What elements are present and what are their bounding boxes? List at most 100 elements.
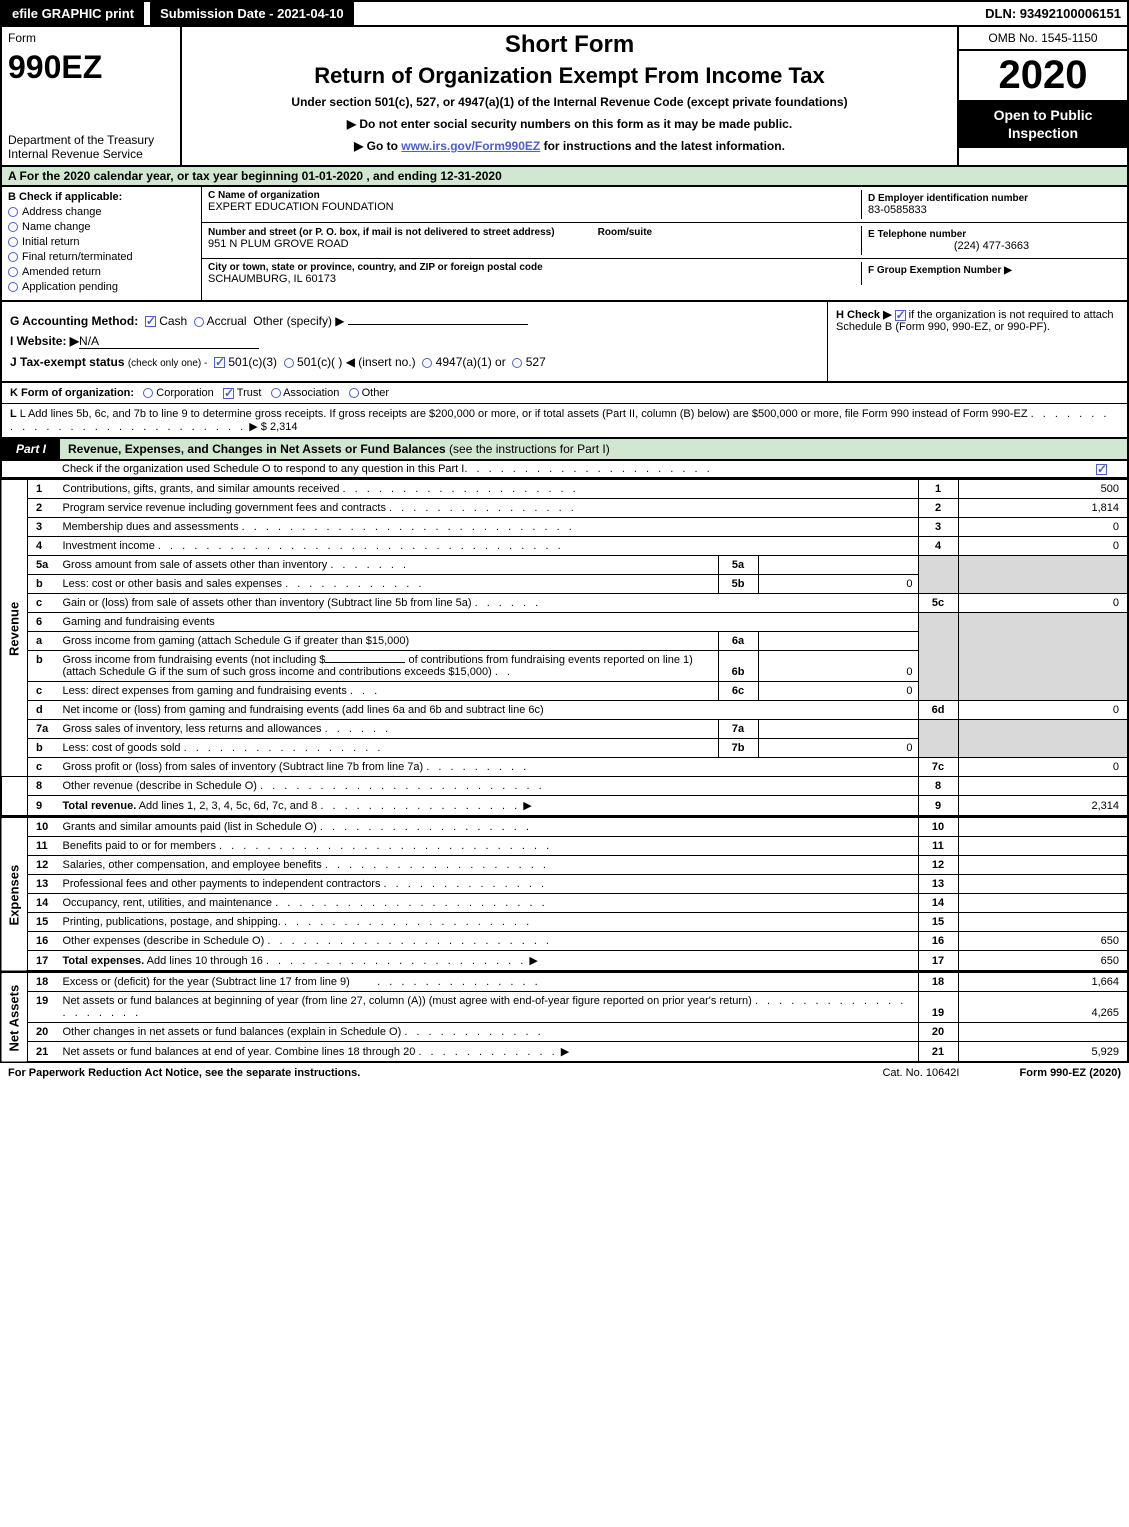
omb-number: OMB No. 1545-1150 xyxy=(959,27,1127,51)
city-state-zip: SCHAUMBURG, IL 60173 xyxy=(208,273,861,285)
checkbox-cash[interactable] xyxy=(145,316,156,327)
checkbox-4947[interactable] xyxy=(422,358,432,368)
line-num: 15 xyxy=(28,913,58,932)
checkbox-corp[interactable] xyxy=(143,388,153,398)
b-item-0: Address change xyxy=(22,206,102,218)
line-desc: Less: cost of goods sold xyxy=(63,742,181,754)
line-val: 0 xyxy=(958,537,1128,556)
table-row: 20 Other changes in net assets or fund b… xyxy=(1,1023,1128,1042)
efile-button[interactable]: efile GRAPHIC print xyxy=(2,2,144,25)
checkbox-501c[interactable] xyxy=(284,358,294,368)
checkbox-assoc[interactable] xyxy=(271,388,281,398)
line-ref: 4 xyxy=(918,537,958,556)
ein: 83-0585833 xyxy=(868,204,1115,216)
row-h: H Check ▶ if the organization is not req… xyxy=(827,302,1127,381)
line-val: 0 xyxy=(958,701,1128,720)
table-row: c Gross profit or (loss) from sales of i… xyxy=(1,758,1128,777)
addr-label: Number and street (or P. O. box, if mail… xyxy=(208,227,555,238)
table-row: 8 Other revenue (describe in Schedule O)… xyxy=(1,777,1128,796)
checkbox-trust[interactable] xyxy=(223,388,234,399)
irs-link[interactable]: www.irs.gov/Form990EZ xyxy=(401,139,540,153)
line-desc: Occupancy, rent, utilities, and maintena… xyxy=(63,897,273,909)
line-desc: Investment income xyxy=(63,540,155,552)
line-val xyxy=(958,777,1128,796)
line-desc: Excess or (deficit) for the year (Subtra… xyxy=(63,976,350,988)
short-form-title: Short Form xyxy=(202,31,937,59)
table-row: 4 Investment income . . . . . . . . . . … xyxy=(1,537,1128,556)
page-footer: For Paperwork Reduction Act Notice, see … xyxy=(0,1063,1129,1083)
expenses-table: Expenses 10 Grants and similar amounts p… xyxy=(0,817,1129,972)
table-row: Revenue 1 Contributions, gifts, grants, … xyxy=(1,480,1128,499)
k-other: Other xyxy=(362,387,390,399)
line-desc: Grants and similar amounts paid (list in… xyxy=(63,821,317,833)
table-row: 14 Occupancy, rent, utilities, and maint… xyxy=(1,894,1128,913)
k-corp: Corporation xyxy=(156,387,213,399)
form-label: Form xyxy=(8,31,174,45)
sub-val: 0 xyxy=(758,682,918,701)
j-4947: 4947(a)(1) or xyxy=(436,355,506,369)
line-num: 13 xyxy=(28,875,58,894)
box-c-name: C Name of organization EXPERT EDUCATION … xyxy=(202,187,1127,223)
line-num: 9 xyxy=(28,796,58,817)
checkbox-527[interactable] xyxy=(512,358,522,368)
checkbox-pending[interactable] xyxy=(8,282,18,292)
checkbox-address-change[interactable] xyxy=(8,207,18,217)
shade-cell xyxy=(918,613,958,701)
sub-val: 0 xyxy=(758,575,918,594)
line-desc: Membership dues and assessments xyxy=(63,521,239,533)
j-501c: 501(c)( ) xyxy=(297,355,342,369)
line-num: 16 xyxy=(28,932,58,951)
line-num: 6 xyxy=(28,613,58,632)
line-num: b xyxy=(28,739,58,758)
checkbox-initial-return[interactable] xyxy=(8,237,18,247)
sub-val xyxy=(758,632,918,651)
checkbox-501c3[interactable] xyxy=(214,357,225,368)
line-num: c xyxy=(28,682,58,701)
table-row: 21 Net assets or fund balances at end of… xyxy=(1,1042,1128,1063)
paperwork-notice: For Paperwork Reduction Act Notice, see … xyxy=(8,1067,360,1079)
table-row: Net Assets 18 Excess or (deficit) for th… xyxy=(1,973,1128,992)
checkbox-name-change[interactable] xyxy=(8,222,18,232)
checkbox-amended[interactable] xyxy=(8,267,18,277)
open-inspection: Open to Public Inspection xyxy=(959,100,1127,148)
line-ref: 7c xyxy=(918,758,958,777)
line-desc: Less: direct expenses from gaming and fu… xyxy=(63,685,347,697)
table-row: 15 Printing, publications, postage, and … xyxy=(1,913,1128,932)
line-num: 11 xyxy=(28,837,58,856)
line-val xyxy=(958,894,1128,913)
line-val: 0 xyxy=(958,594,1128,613)
line-num: 19 xyxy=(28,992,58,1023)
j-insert: ◀ (insert no.) xyxy=(346,355,416,369)
checkbox-final-return[interactable] xyxy=(8,252,18,262)
checkbox-schedule-o[interactable] xyxy=(1096,464,1107,475)
sub-val xyxy=(758,720,918,739)
g-cash: Cash xyxy=(159,314,187,328)
table-row: 6 Gaming and fundraising events xyxy=(1,613,1128,632)
checkbox-h[interactable] xyxy=(895,310,906,321)
line-val xyxy=(958,875,1128,894)
box-f-label: F Group Exemption Number ▶ xyxy=(868,265,1115,276)
line-desc: Less: cost or other basis and sales expe… xyxy=(63,578,283,590)
header-right: OMB No. 1545-1150 2020 Open to Public In… xyxy=(957,27,1127,165)
line-val xyxy=(958,856,1128,875)
box-e-label: E Telephone number xyxy=(868,229,1115,240)
sub-val: 0 xyxy=(758,739,918,758)
j-527: 527 xyxy=(526,355,546,369)
checkbox-other[interactable] xyxy=(349,388,359,398)
line-ref: 18 xyxy=(918,973,958,992)
line-ref: 11 xyxy=(918,837,958,856)
subtitle-2: ▶ Do not enter social security numbers o… xyxy=(202,117,937,131)
line-desc: Benefits paid to or for members xyxy=(63,840,216,852)
line-num: 4 xyxy=(28,537,58,556)
table-row: Expenses 10 Grants and similar amounts p… xyxy=(1,818,1128,837)
line-num: 21 xyxy=(28,1042,58,1063)
table-row: d Net income or (loss) from gaming and f… xyxy=(1,701,1128,720)
line-val: 1,814 xyxy=(958,499,1128,518)
line-ref: 1 xyxy=(918,480,958,499)
table-row: 7a Gross sales of inventory, less return… xyxy=(1,720,1128,739)
checkbox-accrual[interactable] xyxy=(194,317,204,327)
part1-check-text: Check if the organization used Schedule … xyxy=(62,463,464,475)
line-num: c xyxy=(28,594,58,613)
sub-num: 5a xyxy=(718,556,758,575)
header-left: Form 990EZ Department of the Treasury In… xyxy=(2,27,182,165)
